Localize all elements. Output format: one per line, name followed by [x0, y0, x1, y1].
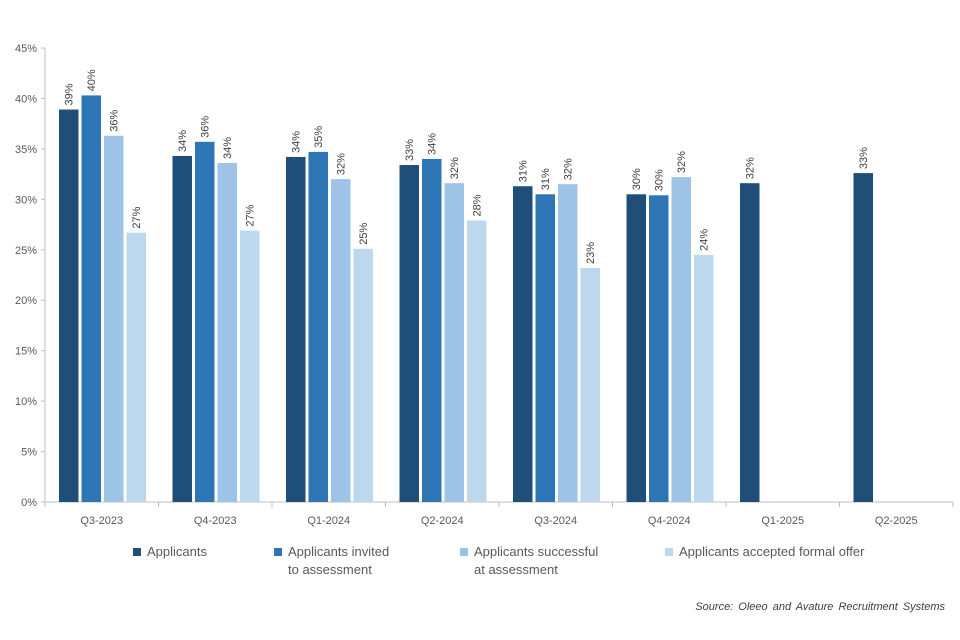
bar	[740, 183, 760, 503]
legend-label: Applicants successful at assessment	[474, 543, 598, 579]
data-label: 27%	[131, 206, 143, 228]
legend-swatch	[274, 548, 282, 556]
data-label: 33%	[858, 147, 870, 169]
y-tick-label: 40%	[15, 93, 37, 105]
bar-chart: 0% 5% 10% 15% 20% 25% 30% 35% 40% 45% Q3-2023 Q4-20…	[15, 43, 954, 527]
y-tick-label: 25%	[15, 245, 37, 257]
data-label: 30%	[631, 168, 643, 190]
legend-item: Applicants accepted formal offer	[665, 543, 864, 561]
data-label: 33%	[404, 139, 416, 161]
bar	[81, 95, 101, 502]
data-label: 32%	[563, 158, 575, 180]
bar	[353, 248, 373, 502]
bar	[467, 220, 487, 502]
bar	[694, 254, 714, 502]
data-label: 25%	[358, 223, 370, 245]
data-label: 34%	[291, 131, 303, 153]
legend: Applicants Applicants invited to assessmen…	[0, 543, 960, 583]
legend-swatch	[665, 548, 673, 556]
bar	[649, 195, 669, 502]
bar	[671, 177, 691, 503]
x-tick-label: Q1-2025	[761, 515, 804, 527]
y-tick-label: 35%	[15, 144, 37, 156]
data-label: 27%	[245, 204, 257, 226]
data-label: 28%	[472, 194, 484, 216]
y-tick-label: 15%	[15, 346, 37, 358]
legend-label-line: Applicants invited	[288, 544, 390, 559]
legend-swatch	[460, 548, 468, 556]
y-tick-label: 30%	[15, 194, 37, 206]
y-tick-label: 20%	[15, 295, 37, 307]
bar	[195, 141, 215, 502]
legend-label: Applicants	[147, 543, 207, 561]
data-label: 32%	[336, 153, 348, 175]
legend-label: Applicants accepted formal offer	[679, 543, 864, 561]
bar	[535, 194, 555, 503]
bar	[59, 109, 79, 502]
y-tick-label: 5%	[21, 447, 37, 459]
legend-label-line: at assessment	[474, 562, 558, 577]
data-label: 40%	[86, 69, 98, 91]
bar	[331, 179, 351, 502]
bar	[580, 267, 600, 502]
source-note: Source: Oleeo and Avature Recruitment Sy…	[695, 601, 945, 613]
data-label: 39%	[64, 83, 76, 105]
x-tick-label: Q2-2024	[421, 515, 464, 527]
x-tick-label: Q4-2023	[194, 515, 237, 527]
data-label: 34%	[427, 133, 439, 155]
bar	[217, 163, 237, 502]
bar	[308, 151, 328, 502]
y-tick-label: 0%	[21, 497, 37, 509]
bar	[172, 155, 192, 502]
bar	[444, 183, 464, 503]
legend-item: Applicants successful at assessment	[460, 543, 598, 579]
data-label: 32%	[745, 157, 757, 179]
bar	[126, 232, 146, 503]
x-tick-label: Q4-2024	[648, 515, 691, 527]
data-label: 36%	[109, 110, 121, 132]
legend-label-line: Applicants	[147, 544, 207, 559]
data-label: 31%	[540, 168, 552, 190]
y-tick-label: 45%	[15, 43, 37, 55]
data-label: 32%	[676, 151, 688, 173]
bar	[558, 184, 578, 502]
data-label: 36%	[200, 116, 212, 138]
x-tick-label: Q3-2024	[534, 515, 577, 527]
data-label: 23%	[585, 242, 597, 264]
bar	[853, 173, 873, 502]
legend-label-line: to assessment	[288, 562, 372, 577]
x-tick-label: Q2-2025	[875, 515, 918, 527]
bar	[422, 158, 442, 502]
data-label: 35%	[313, 126, 325, 148]
bar	[399, 165, 419, 502]
legend-item: Applicants invited to assessment	[274, 543, 389, 579]
data-label: 34%	[177, 130, 189, 152]
legend-swatch	[133, 548, 141, 556]
y-tick-label: 10%	[15, 396, 37, 408]
legend-label: Applicants invited to assessment	[288, 543, 389, 579]
legend-label-line: Applicants accepted formal offer	[679, 544, 865, 559]
data-label: 30%	[654, 169, 666, 191]
legend-label-line: Applicants successful	[474, 544, 599, 559]
x-tick-label: Q1-2024	[307, 515, 350, 527]
data-label: 24%	[699, 229, 711, 251]
x-tick-label: Q3-2023	[80, 515, 123, 527]
bar	[513, 186, 533, 502]
data-label: 32%	[449, 157, 461, 179]
data-label: 31%	[518, 160, 530, 182]
bar	[104, 135, 124, 503]
legend-item: Applicants	[133, 543, 207, 561]
data-label: 34%	[222, 137, 234, 159]
bar	[240, 230, 260, 502]
bar	[626, 194, 646, 503]
bar	[286, 156, 306, 502]
